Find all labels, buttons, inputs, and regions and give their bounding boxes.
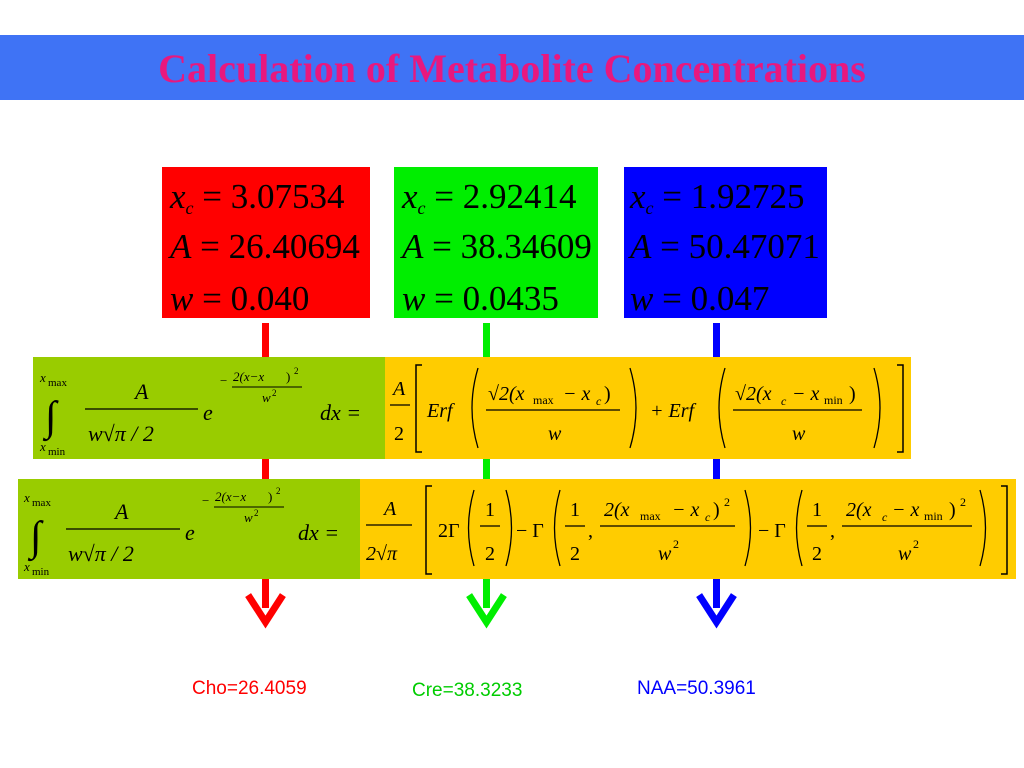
- connector-cre: [483, 458, 490, 480]
- result-cho: Cho=26.4059: [192, 678, 307, 699]
- param-box-cre: xc = 2.92414 A = 38.34609 w = 0.0435: [392, 165, 600, 320]
- param-a-value: 38.34609: [460, 227, 592, 266]
- param-w: w = 0.040: [170, 279, 310, 318]
- connector-cre: [483, 323, 490, 358]
- formula-gaussian-right: [385, 357, 911, 459]
- param-xc-value: 3.07534: [230, 177, 345, 216]
- param-w-value: 0.040: [230, 279, 310, 318]
- param-box-cho: xc = 3.07534 A = 26.40694 w = 0.040: [160, 165, 372, 320]
- result-naa: NAA=50.3961: [637, 678, 756, 699]
- connector-cho: [262, 323, 269, 358]
- formula-gaussian-left: [33, 357, 385, 459]
- param-a: A = 38.34609: [402, 227, 592, 266]
- connector-naa: [713, 458, 720, 480]
- param-a-value: 50.47071: [688, 227, 820, 266]
- result-cre: Cre=38.3233: [412, 680, 523, 701]
- formula-lorentzian-right: [360, 479, 1016, 579]
- connector-naa: [713, 578, 720, 608]
- connector-cho: [262, 458, 269, 480]
- param-a: A = 26.40694: [170, 227, 360, 266]
- connector-naa: [713, 323, 720, 358]
- param-w: w = 0.047: [630, 279, 770, 318]
- page-title: Calculation of Metabolite Concentrations: [158, 46, 866, 91]
- param-w: w = 0.0435: [402, 279, 559, 318]
- param-w-value: 0.047: [690, 279, 770, 318]
- param-xc: xc = 1.92725: [630, 177, 805, 218]
- title-bar: Calculation of Metabolite Concentrations: [0, 35, 1024, 100]
- param-w-value: 0.0435: [462, 279, 559, 318]
- connector-cho: [262, 578, 269, 608]
- param-xc: xc = 2.92414: [402, 177, 577, 218]
- param-xc-value: 2.92414: [462, 177, 577, 216]
- param-xc-value: 1.92725: [690, 177, 805, 216]
- param-box-naa: xc = 1.92725 A = 50.47071 w = 0.047: [622, 165, 829, 320]
- param-a-value: 26.40694: [228, 227, 360, 266]
- formula-lorentzian-left: [18, 479, 360, 579]
- param-xc: xc = 3.07534: [170, 177, 345, 218]
- connector-cre: [483, 578, 490, 608]
- param-a: A = 50.47071: [630, 227, 820, 266]
